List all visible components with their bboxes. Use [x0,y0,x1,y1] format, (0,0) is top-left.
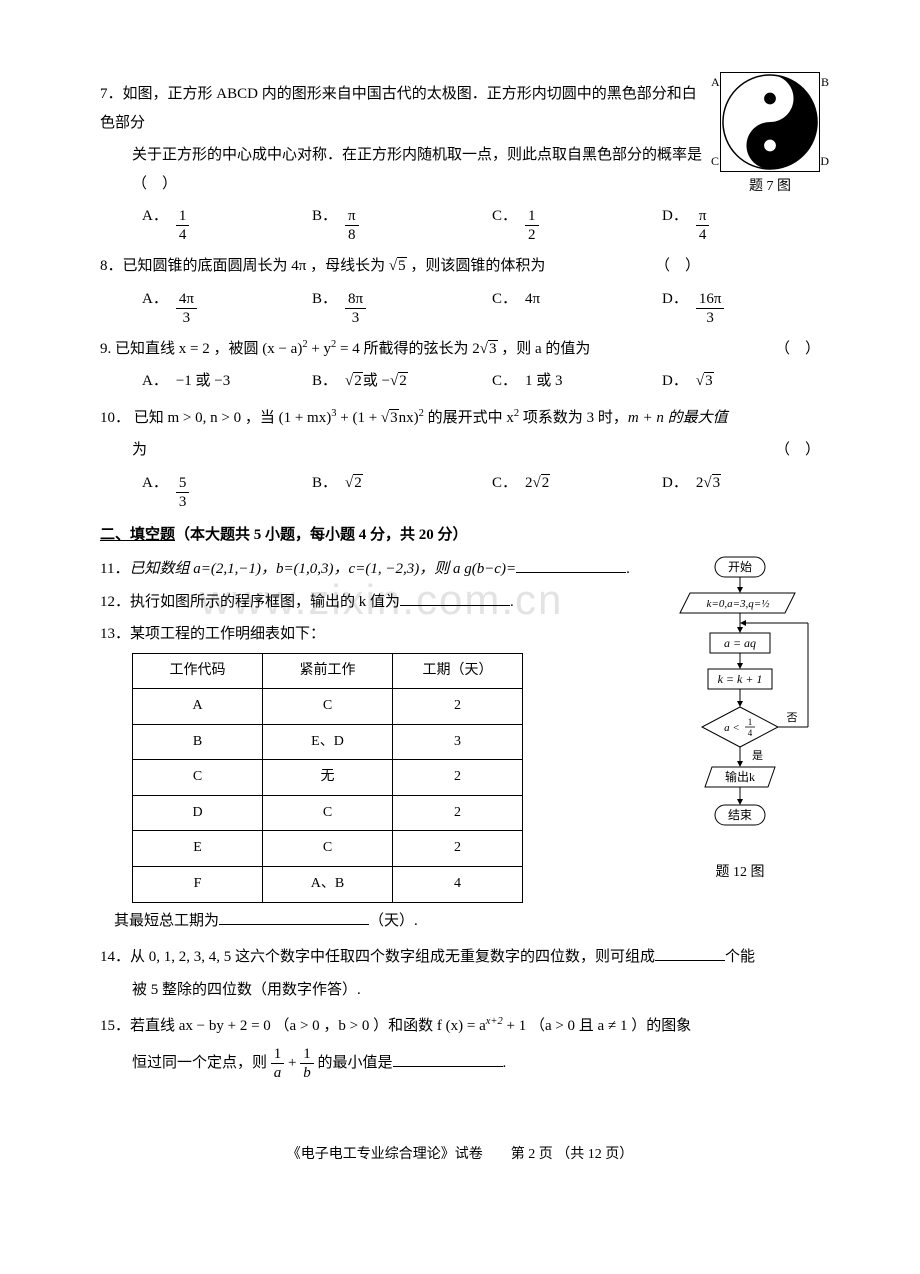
svg-text:1: 1 [748,717,753,727]
label-c: C [711,150,719,173]
q8-choices: A．4π3 B．8π3 C．4π D．16π3 [100,285,820,327]
svg-text:k=0,a=3,q=½: k=0,a=3,q=½ [707,598,770,610]
q14-line1: 14．从 0, 1, 2, 3, 4, 5 这六个数字中任取四个数字组成无重复数… [100,943,820,972]
q10-choices: A．53 B．2 C．22 D．23 [100,469,820,511]
svg-text:是: 是 [752,749,763,762]
svg-text:a <: a < [724,722,740,734]
svg-text:a = aq: a = aq [724,636,756,650]
q8-line: 8．已知圆锥的底面圆周长为 4π ，母线长为 5 ，则该圆锥的体积为 （ ） [100,252,820,281]
q13-table: 工作代码 紧前工作 工期（天） AC2BE、D3C无2DC2EC2FA、B4 [132,653,523,903]
table-row: C无2 [133,760,523,796]
q14-line2: 被 5 整除的四位数（用数字作答）. [100,976,820,1005]
table-row: EC2 [133,831,523,867]
figure-q7-caption: 题 7 图 [720,174,820,201]
figure-q7: A B C D 题 7 图 [720,72,820,201]
svg-text:结束: 结束 [728,808,752,822]
svg-text:k = k + 1: k = k + 1 [718,672,763,686]
label-a: A [711,71,720,94]
table-row: DC2 [133,795,523,831]
q15-line2: 恒过同一个定点，则 1a + 1b 的最小值是. [100,1045,820,1082]
svg-text:4: 4 [748,728,753,738]
figure-q12-caption: 题 12 图 [660,860,820,887]
table-row: AC2 [133,689,523,725]
q15-line1: 15．若直线 ax − by + 2 = 0 （a > 0 ，b > 0 ）和函… [100,1012,820,1041]
svg-text:开始: 开始 [728,560,752,574]
q10-line1: 10． 已知 m > 0, n > 0 ，当 (1 + mx)3 + (1 + … [100,404,820,433]
q10-line2: 为 （ ） [100,436,820,465]
table-row: FA、B4 [133,867,523,903]
q7-choices: A．14 B．π8 C．12 D．π4 [100,202,820,244]
label-d: D [820,150,829,173]
section2-title: 二、填空题（本大题共 5 小题，每小题 4 分，共 20 分） [100,521,820,550]
q9-choices: A．−1 或 −3 B．2 或 −2 C．1 或 3 D．3 [100,367,820,396]
svg-text:否: 否 [787,712,798,724]
page-footer: 《电子电工专业综合理论》试卷 第 2 页 （共 12 页） [100,1142,820,1169]
svg-text:输出k: 输出k [725,769,755,784]
label-b: B [821,71,829,94]
q13-after: 其最短总工期为（天）. [100,907,820,936]
figure-q12: 开始 k=0,a=3,q=½ a = aq k = k + 1 a < 1 4 [660,555,820,886]
table-row: BE、D3 [133,724,523,760]
taiji-icon [721,73,819,171]
q9-line: 9. 已知直线 x = 2 ，被圆 (x − a)2 + y2 = 4 所截得的… [100,335,820,364]
flowchart-icon: 开始 k=0,a=3,q=½ a = aq k = k + 1 a < 1 4 [660,555,820,845]
